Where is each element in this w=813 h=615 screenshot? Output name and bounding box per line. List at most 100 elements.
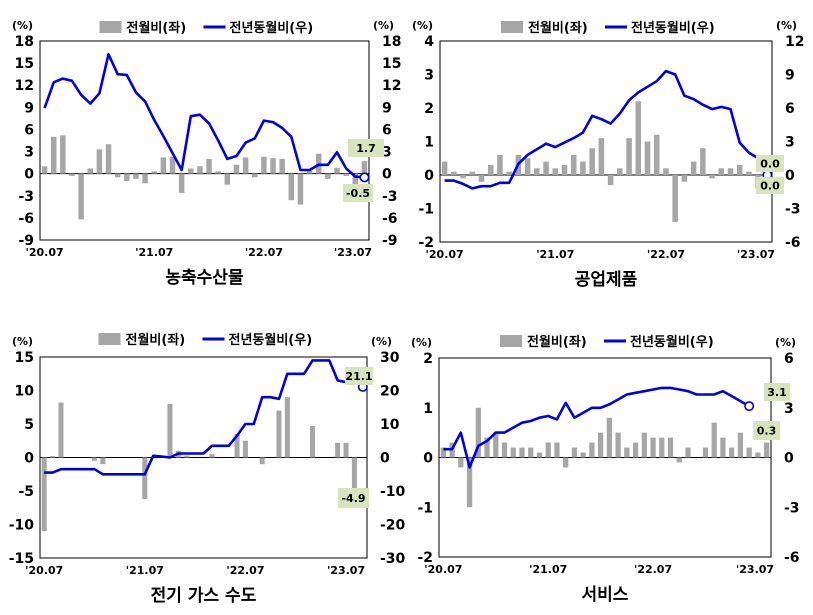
x-tick-label: '21.07 <box>529 563 567 576</box>
left-unit-label: (%) <box>411 336 432 349</box>
x-tick-label: '22.07 <box>245 246 283 259</box>
bar <box>440 447 446 458</box>
bar <box>681 175 688 182</box>
bar <box>580 161 586 175</box>
x-tick-label: '20.07 <box>426 248 464 261</box>
chart-title: 공업제품 <box>575 270 638 290</box>
left-tick-label: 1 <box>423 401 433 417</box>
left-unit-label: (%) <box>12 335 33 348</box>
bar <box>570 154 577 175</box>
series-line <box>444 69 769 190</box>
left-tick-label: -9 <box>18 233 34 249</box>
x-tick-label: '21.07 <box>126 564 164 577</box>
bar <box>242 157 249 174</box>
bar <box>284 397 290 458</box>
x-tick-label: '23.07 <box>737 248 775 261</box>
bar <box>571 447 578 458</box>
bar <box>755 452 761 458</box>
bar <box>506 171 512 175</box>
bar <box>297 173 304 205</box>
bar <box>441 161 448 175</box>
x-tick-label: '23.07 <box>327 564 365 577</box>
bar <box>534 168 540 175</box>
bar <box>361 161 368 174</box>
bar <box>352 173 359 187</box>
bar <box>484 437 490 458</box>
bar <box>105 144 112 174</box>
left-tick-label: 2 <box>424 101 434 117</box>
bar <box>702 447 709 458</box>
annotation-box <box>753 421 780 440</box>
bar <box>114 173 121 178</box>
bar <box>672 175 678 222</box>
bar <box>709 175 715 179</box>
x-tick-label: '21.07 <box>536 248 574 261</box>
left-tick-label: 15 <box>15 350 34 366</box>
x-tick-label: '23.07 <box>334 246 372 259</box>
bar <box>124 173 130 182</box>
bar <box>466 457 473 508</box>
chart-panel-4: -2 -1 0 1 2 -6 -3 0 3 6 (%) (%) '20.07 '21.07 '22.07 '2… <box>411 334 800 605</box>
bar <box>259 457 265 465</box>
bar <box>50 136 57 174</box>
bar <box>561 164 568 175</box>
bar <box>233 164 240 174</box>
bar <box>96 149 103 174</box>
left-tick-label: 12 <box>15 78 34 94</box>
right-tick-label: 9 <box>382 100 392 116</box>
bar <box>563 457 569 468</box>
bar <box>528 447 534 458</box>
right-tick-label: -3 <box>784 500 800 516</box>
bar <box>197 166 203 174</box>
bar <box>727 168 734 175</box>
bar <box>184 455 190 458</box>
bar <box>690 161 697 175</box>
series-line <box>43 52 365 179</box>
bar <box>720 437 726 458</box>
bar <box>325 173 331 179</box>
right-tick-label: -10 <box>380 484 406 500</box>
bar <box>653 134 660 175</box>
legend-bar-swatch <box>99 21 122 33</box>
bar <box>497 154 503 175</box>
right-tick-label: 0 <box>380 451 390 467</box>
annotation-label: 3.1 <box>767 386 787 399</box>
right-tick-label: 9 <box>785 68 795 84</box>
legend-line-label: 전년동월비(우) <box>229 332 313 348</box>
annotation-box <box>338 488 369 508</box>
legend-bar-swatch <box>501 21 523 33</box>
right-tick-label: 6 <box>382 122 392 138</box>
annotation-label: 21.1 <box>345 370 372 383</box>
bar <box>224 173 231 185</box>
bar <box>151 171 157 174</box>
bar <box>469 171 476 175</box>
right-tick-label: 20 <box>380 384 400 400</box>
bar <box>142 457 148 500</box>
left-tick-label: 5 <box>24 417 34 433</box>
right-tick-label: 10 <box>380 417 400 433</box>
bar <box>543 161 549 175</box>
right-tick-label: 18 <box>382 34 401 50</box>
right-tick-label: -3 <box>382 189 398 205</box>
left-tick-label: 6 <box>24 122 34 138</box>
bar <box>607 175 614 186</box>
annotation-label: -4.9 <box>341 492 365 505</box>
right-tick-label: -30 <box>380 551 406 567</box>
legend-bar-swatch <box>98 333 121 345</box>
bar <box>617 168 623 175</box>
left-tick-label: -2 <box>417 550 433 566</box>
annotation-box <box>348 139 384 157</box>
left-tick-label: 1 <box>424 135 434 151</box>
annotation-box <box>764 383 790 401</box>
left-unit-label: (%) <box>412 19 433 32</box>
bar <box>60 135 66 174</box>
bar <box>524 158 531 175</box>
left-tick-label: 9 <box>24 100 34 116</box>
left-tick-label: 3 <box>24 145 34 161</box>
right-tick-label: -20 <box>380 518 406 534</box>
bar <box>167 403 173 458</box>
last-point-marker <box>359 172 370 183</box>
left-tick-label: -3 <box>18 189 34 205</box>
bar <box>606 417 612 458</box>
